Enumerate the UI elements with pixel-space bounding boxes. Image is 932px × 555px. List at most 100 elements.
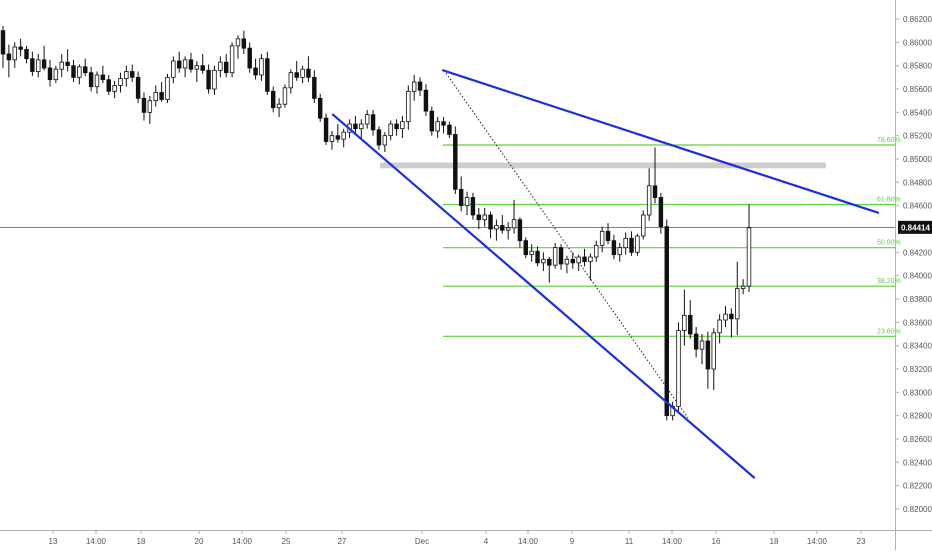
- dotted-path-layer: [443, 70, 689, 419]
- candle-bullish: [564, 258, 570, 265]
- candle-bullish: [541, 258, 546, 264]
- y-tick-label: 0.83000: [903, 388, 932, 397]
- candle-bearish: [159, 92, 164, 100]
- candle-bullish: [300, 68, 305, 78]
- candle-bullish: [735, 288, 740, 320]
- candle-bullish: [59, 61, 64, 70]
- candle-bullish: [276, 103, 282, 109]
- candle-bearish: [664, 226, 669, 417]
- x-tick-label: Dec: [415, 537, 429, 546]
- candle-bullish: [329, 135, 335, 142]
- candle-bearish: [0, 30, 6, 55]
- candle-bearish: [247, 47, 252, 69]
- candle-bearish: [423, 89, 429, 112]
- fib-level-label: 61.80%: [877, 197, 901, 204]
- current-price-tag: 0.84414: [898, 220, 932, 234]
- candle-bullish: [740, 285, 746, 289]
- y-tick-label: 0.84800: [903, 178, 932, 187]
- y-tick-label: 0.82800: [903, 412, 932, 421]
- candle-bullish: [382, 135, 388, 146]
- candle-bearish: [100, 74, 106, 81]
- candle-bearish: [88, 72, 94, 88]
- candle-bullish: [641, 214, 646, 237]
- fib-level-label: 38.20%: [877, 278, 901, 285]
- candle-bearish: [188, 59, 194, 70]
- candle-bearish: [71, 65, 76, 78]
- candle-bullish: [218, 61, 223, 71]
- candle-bearish: [294, 72, 299, 78]
- y-tick-label: 0.82600: [903, 435, 932, 444]
- candle-bearish: [141, 97, 147, 113]
- candle-bullish: [94, 74, 100, 88]
- candle-bearish: [6, 53, 12, 61]
- fibonacci-layer: 78.60% 61.80% 50.00% 38.20% 23.60%: [443, 137, 901, 337]
- candle-bullish: [171, 60, 176, 78]
- candle-bearish: [729, 313, 734, 320]
- candle-bullish: [165, 76, 170, 100]
- candle-bullish: [212, 69, 217, 90]
- candle-bearish: [206, 69, 211, 90]
- candle-bullish: [235, 38, 241, 47]
- candle-bearish: [517, 219, 523, 242]
- y-tick-label: 0.84200: [903, 248, 932, 257]
- y-tick-label: 0.84600: [903, 202, 932, 211]
- y-tick-label: 0.82000: [903, 505, 932, 514]
- candle-bullish: [282, 87, 288, 105]
- x-tick-label: 9: [570, 537, 575, 546]
- candle-bearish: [688, 314, 693, 335]
- candle-bullish: [400, 121, 405, 130]
- candle-bearish: [18, 46, 23, 50]
- candle-bearish: [658, 197, 664, 228]
- candle-bearish: [30, 58, 35, 72]
- x-tick-label: 11: [625, 537, 634, 546]
- candle-bearish: [317, 97, 323, 119]
- candle-bearish: [312, 76, 317, 99]
- candle-bearish: [223, 61, 229, 74]
- candle-bearish: [370, 114, 376, 131]
- x-tick-label: 18: [770, 537, 779, 546]
- trendline-lower: [331, 113, 756, 479]
- candle-bullish: [588, 256, 593, 263]
- candle-bullish: [623, 237, 628, 249]
- candle-bullish: [576, 256, 581, 264]
- candle-bearish: [41, 59, 47, 69]
- candle-bullish: [259, 58, 264, 76]
- candle-bearish: [447, 124, 452, 135]
- candle-bearish: [429, 110, 435, 132]
- candle-bearish: [441, 121, 446, 126]
- current-price-tag-label: 0.84414: [901, 223, 930, 232]
- y-tick-label: 0.83400: [903, 342, 932, 351]
- candle-bearish: [705, 340, 711, 370]
- candle-bearish: [570, 258, 576, 264]
- candle-bearish: [353, 123, 358, 130]
- candle-bearish: [500, 225, 505, 231]
- candle-bullish: [77, 66, 82, 78]
- candle-bearish: [176, 60, 182, 69]
- candle-bearish: [652, 185, 658, 198]
- candle-bearish: [535, 250, 540, 264]
- candle-bearish: [24, 48, 29, 60]
- x-tick-label: 14:00: [807, 537, 828, 546]
- current-price-tag-background: [898, 220, 932, 234]
- candle-bullish: [635, 235, 640, 253]
- candle-bearish: [323, 117, 329, 142]
- candle-bullish: [36, 59, 41, 72]
- y-axis-ticks: 0.86200 0.86000 0.85800 0.85600 0.85400 0.852…: [895, 15, 932, 514]
- y-tick-label: 0.86200: [903, 15, 932, 24]
- candle-bullish: [341, 131, 346, 140]
- y-tick-label: 0.85200: [903, 132, 932, 141]
- candle-bearish: [47, 67, 53, 81]
- fib-level-label: 78.60%: [877, 137, 901, 144]
- fib-level-label: 50.00%: [877, 240, 901, 247]
- candle-bearish: [523, 240, 529, 256]
- candle-bearish: [417, 81, 423, 91]
- candle-bearish: [306, 68, 311, 78]
- x-tick-label: 4: [484, 537, 489, 546]
- candle-bullish: [124, 71, 129, 79]
- candle-bullish: [112, 85, 117, 92]
- candle-bullish: [435, 121, 440, 132]
- candle-bullish: [594, 244, 599, 258]
- candle-bearish: [65, 61, 70, 67]
